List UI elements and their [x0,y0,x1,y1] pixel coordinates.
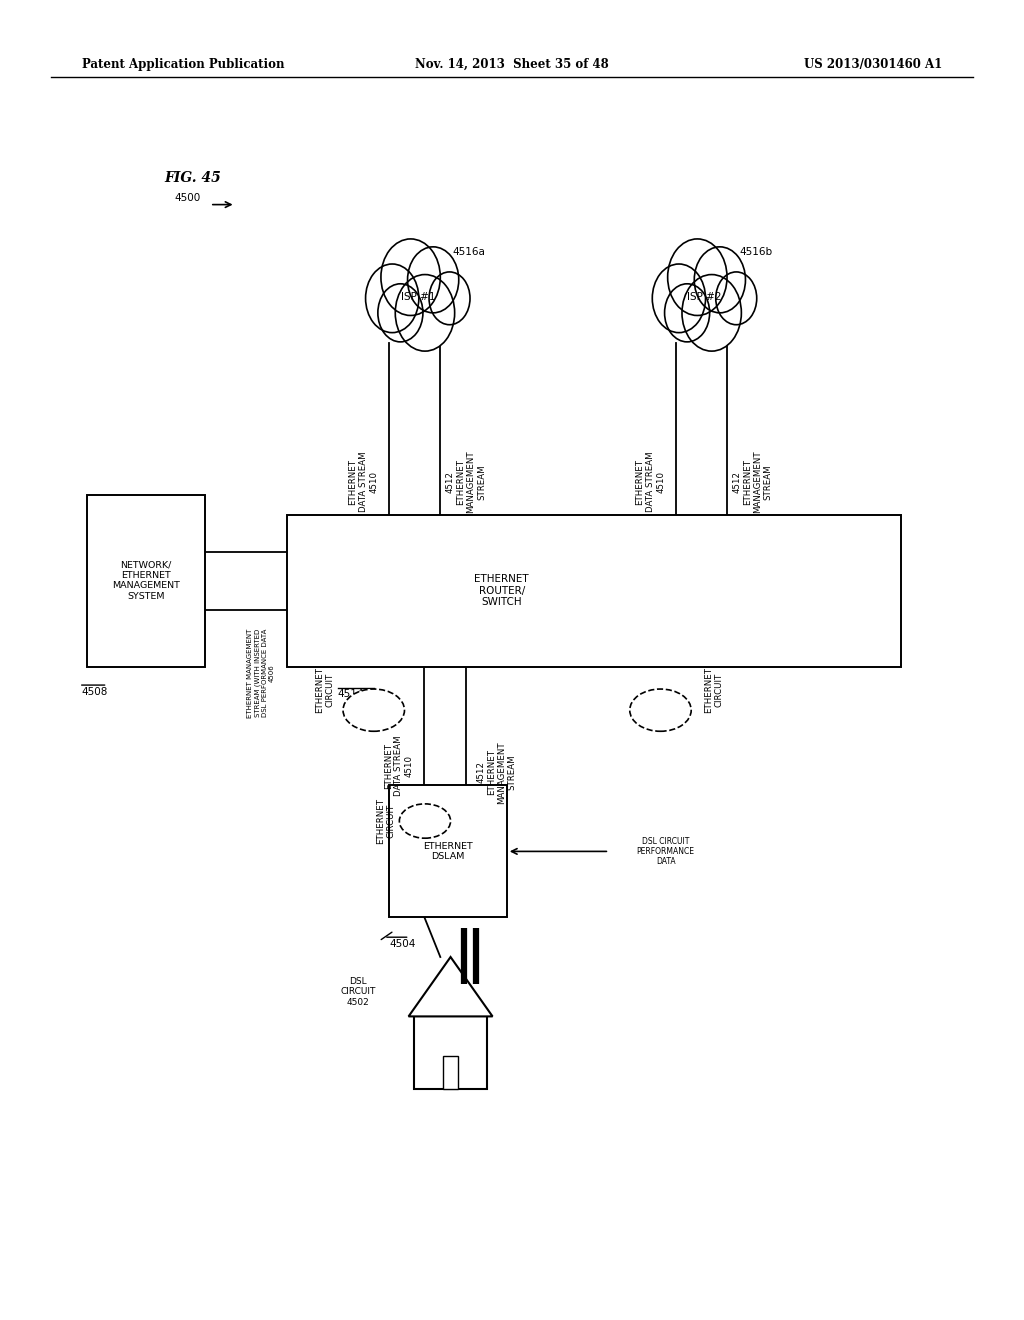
Text: 4512
ETHERNET
MANAGEMENT
STREAM: 4512 ETHERNET MANAGEMENT STREAM [476,741,516,804]
FancyBboxPatch shape [442,1056,459,1089]
Text: 4508: 4508 [82,686,109,697]
Circle shape [378,284,423,342]
Circle shape [694,247,745,313]
Text: Nov. 14, 2013  Sheet 35 of 48: Nov. 14, 2013 Sheet 35 of 48 [415,58,609,71]
Text: ISP #1: ISP #1 [400,292,435,302]
Text: ETHERNET
DATA STREAM
4510: ETHERNET DATA STREAM 4510 [635,451,666,512]
Text: ETHERNET
CIRCUIT: ETHERNET CIRCUIT [705,668,723,713]
Circle shape [652,264,706,333]
Text: FIG. 45: FIG. 45 [164,172,220,185]
Text: 4514: 4514 [338,689,365,700]
Text: ETHERNET
DATA STREAM
4510: ETHERNET DATA STREAM 4510 [348,451,379,512]
Ellipse shape [630,689,691,731]
FancyBboxPatch shape [414,1016,487,1089]
Text: 4504: 4504 [389,939,416,949]
Text: US 2013/0301460 A1: US 2013/0301460 A1 [804,58,942,71]
Polygon shape [409,957,493,1016]
Ellipse shape [343,689,404,731]
FancyBboxPatch shape [389,785,507,917]
Circle shape [668,239,727,315]
Text: DSL
CIRCUIT
4502: DSL CIRCUIT 4502 [341,977,376,1007]
Ellipse shape [399,804,451,838]
Circle shape [682,275,741,351]
FancyBboxPatch shape [287,515,901,667]
Text: ISP #2: ISP #2 [687,292,722,302]
Text: ETHERNET
DATA STREAM
4510: ETHERNET DATA STREAM 4510 [384,735,414,796]
Circle shape [408,247,459,313]
Circle shape [716,272,757,325]
Circle shape [366,264,419,333]
Text: ETHERNET
ROUTER/
SWITCH: ETHERNET ROUTER/ SWITCH [474,574,529,607]
Text: NETWORK/
ETHERNET
MANAGEMENT
SYSTEM: NETWORK/ ETHERNET MANAGEMENT SYSTEM [112,561,180,601]
Text: 4500: 4500 [174,193,201,203]
Circle shape [429,272,470,325]
Text: 4512
ETHERNET
MANAGEMENT
STREAM: 4512 ETHERNET MANAGEMENT STREAM [732,450,773,513]
Circle shape [381,239,440,315]
Text: Patent Application Publication: Patent Application Publication [82,58,285,71]
Text: 4512
ETHERNET
MANAGEMENT
STREAM: 4512 ETHERNET MANAGEMENT STREAM [445,450,486,513]
Text: DSL CIRCUIT
PERFORMANCE
DATA: DSL CIRCUIT PERFORMANCE DATA [637,837,694,866]
FancyBboxPatch shape [87,495,205,667]
Text: ETHERNET
CIRCUIT: ETHERNET CIRCUIT [315,668,334,713]
Text: 4516a: 4516a [453,247,485,257]
Text: ETHERNET MANAGEMENT
STREAM (WITH INSERTED
DSL PERFORMANCE DATA
4506: ETHERNET MANAGEMENT STREAM (WITH INSERTE… [248,628,274,718]
Text: ETHERNET
CIRCUIT: ETHERNET CIRCUIT [377,799,395,843]
Text: 4516b: 4516b [739,247,772,257]
Circle shape [665,284,710,342]
Circle shape [395,275,455,351]
Text: ETHERNET
DSLAM: ETHERNET DSLAM [423,842,473,861]
